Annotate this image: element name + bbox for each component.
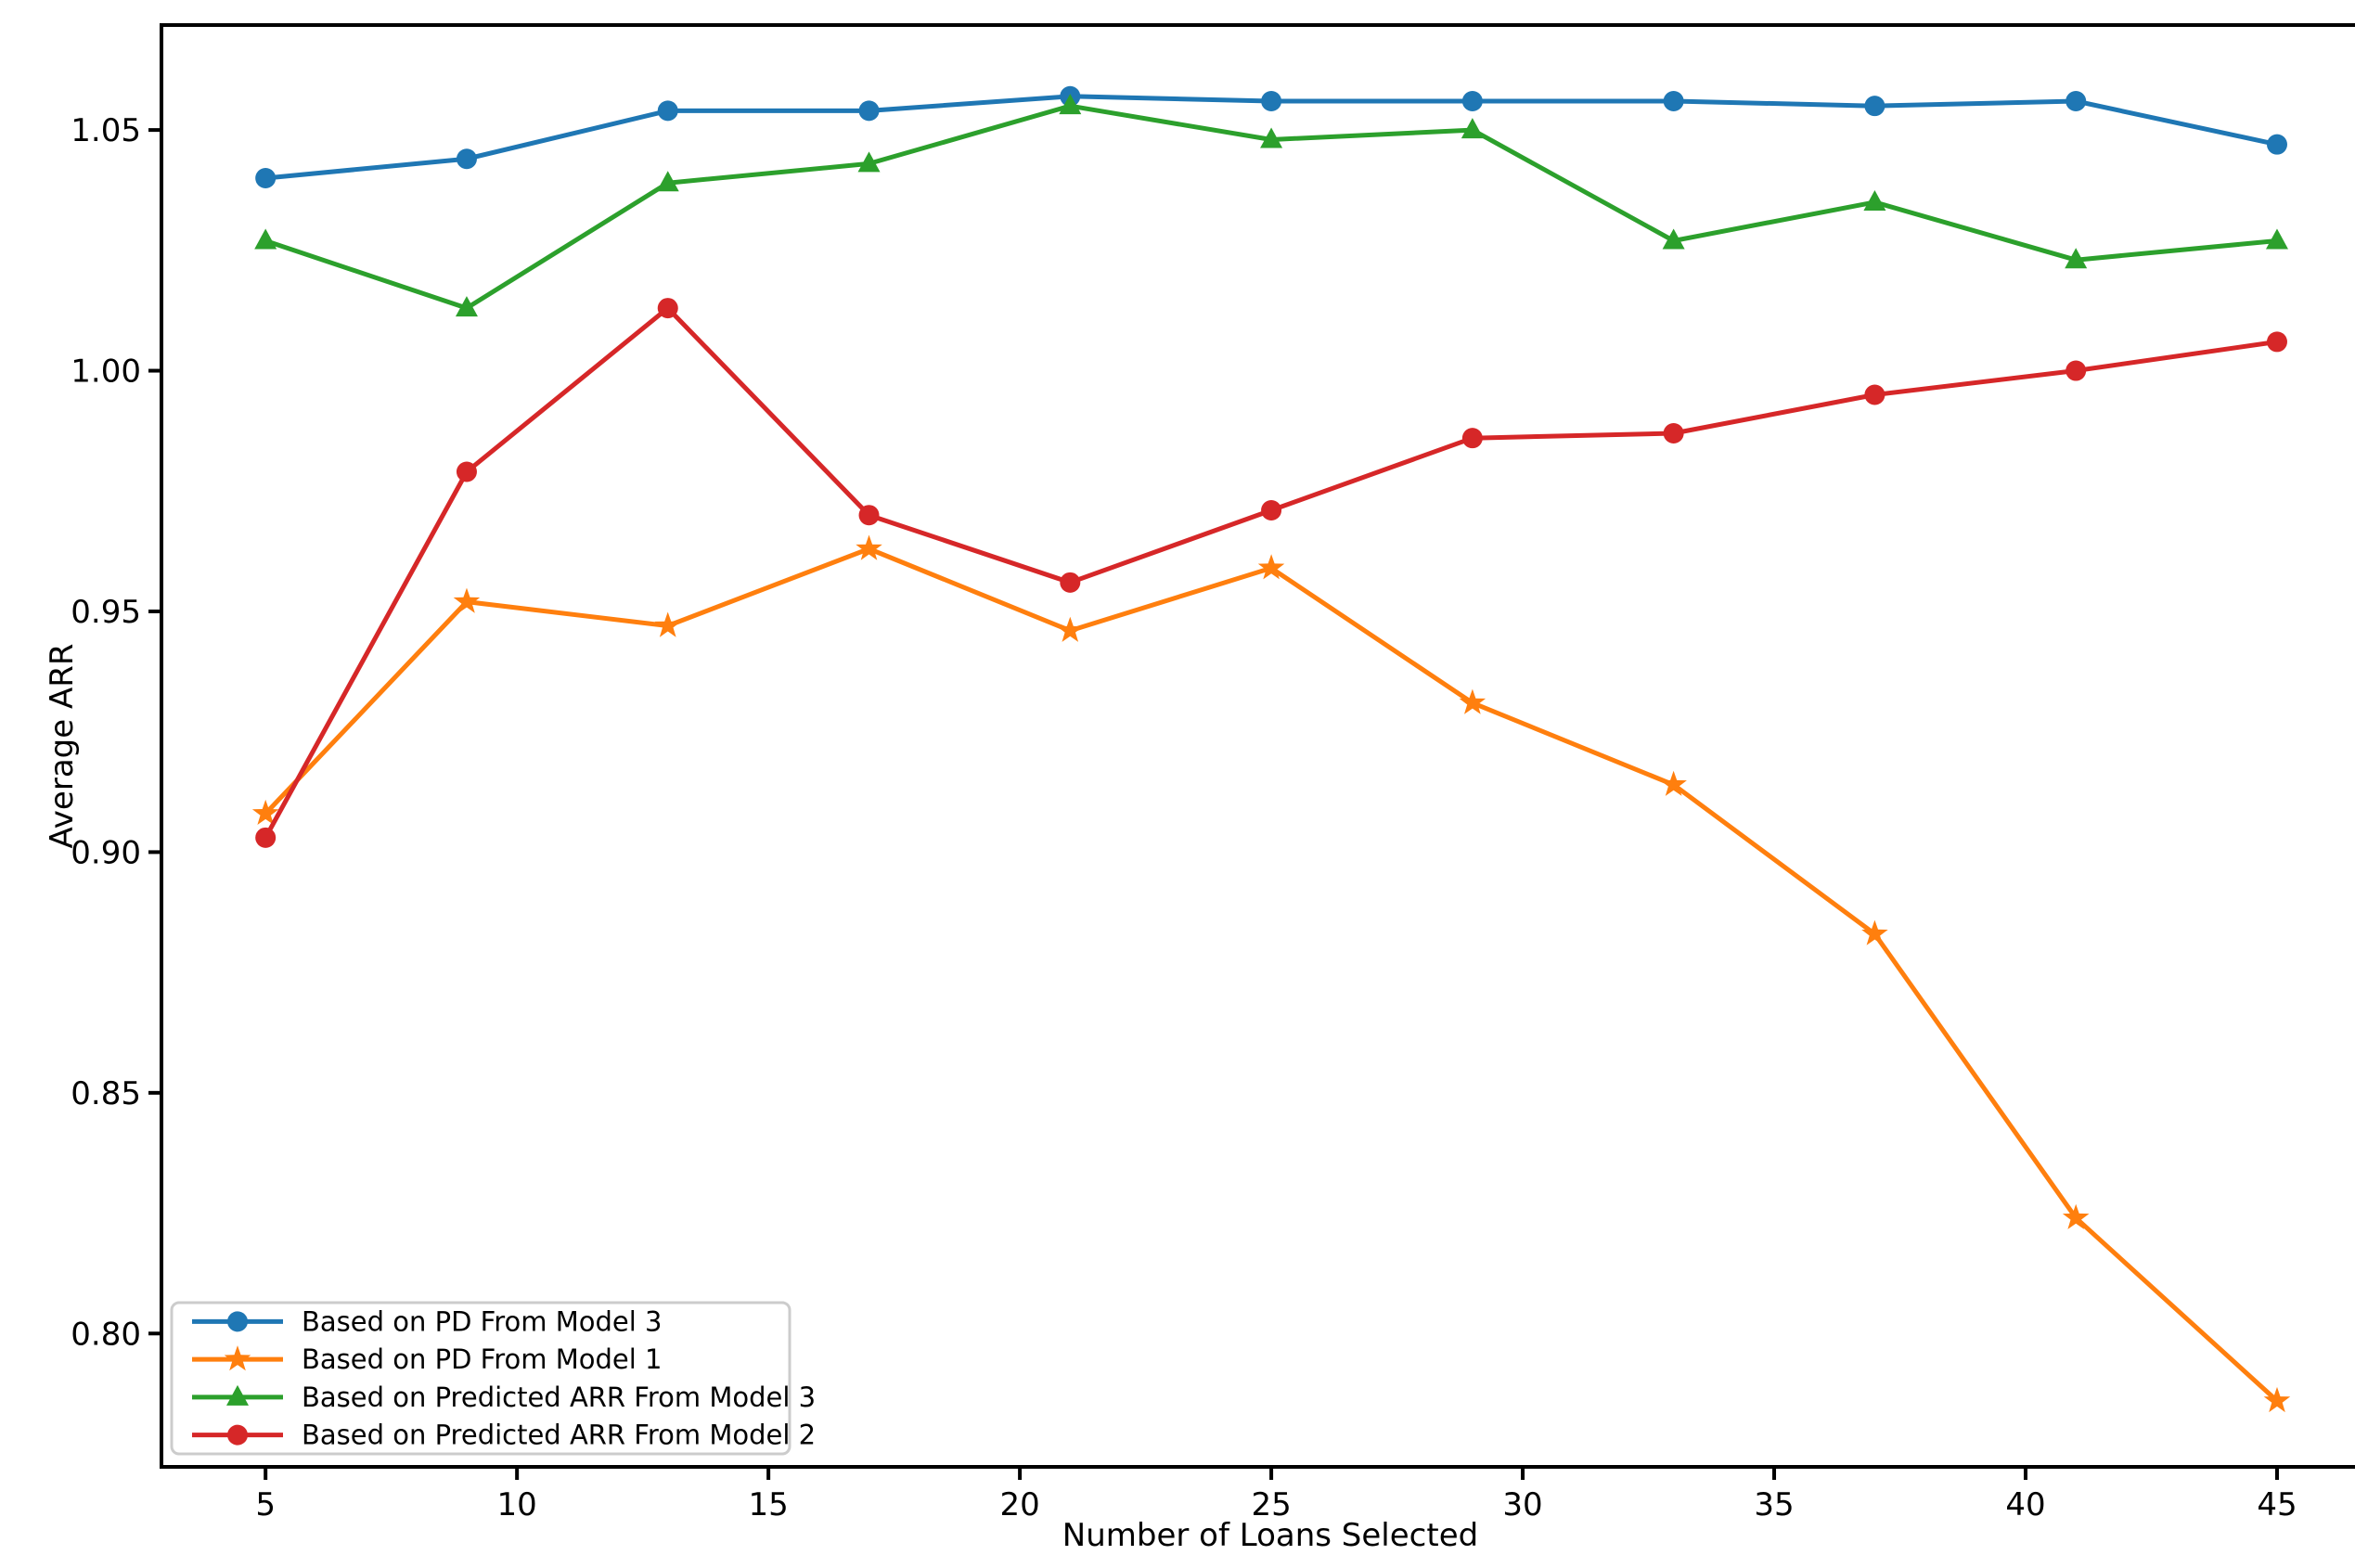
x-tick-label: 5 xyxy=(255,1486,276,1523)
y-tick-label: 0.95 xyxy=(71,594,141,631)
series-0-marker xyxy=(657,100,678,122)
series-2-marker xyxy=(1662,228,1685,250)
legend-entry-label: Based on Predicted ARR From Model 3 xyxy=(302,1382,816,1413)
series-2-marker xyxy=(455,296,478,317)
series-2-marker xyxy=(857,151,881,173)
series-1-marker xyxy=(251,799,279,825)
series-2-marker xyxy=(254,228,277,250)
legend-triangle-icon xyxy=(226,1384,249,1406)
series-2-marker xyxy=(656,171,679,192)
legend-entry-label: Based on PD From Model 3 xyxy=(302,1305,662,1337)
series-3-marker xyxy=(255,827,277,848)
series-1-marker xyxy=(2263,1386,2291,1413)
series-3-marker xyxy=(1060,572,1081,593)
series-2-marker xyxy=(1863,189,1886,211)
x-tick-label: 20 xyxy=(999,1486,1039,1523)
series-1-marker xyxy=(2062,1203,2090,1229)
x-tick-label: 45 xyxy=(2257,1486,2297,1523)
series-2-marker xyxy=(2265,228,2288,250)
series-0-marker xyxy=(1261,90,1282,111)
x-tick-label: 30 xyxy=(1502,1486,1542,1523)
series-2-marker xyxy=(1461,118,1484,139)
y-tick-label: 1.00 xyxy=(71,353,141,391)
y-tick-label: 0.80 xyxy=(71,1316,141,1353)
x-tick-label: 25 xyxy=(1251,1486,1291,1523)
series-3-marker xyxy=(657,298,678,319)
x-axis-label: Number of Loans Selected xyxy=(1062,1517,1478,1553)
series-1-marker xyxy=(654,611,681,637)
series-1-marker xyxy=(453,587,481,613)
series-0-marker xyxy=(1663,90,1684,111)
x-tick-label: 40 xyxy=(2005,1486,2045,1523)
x-tick-label: 10 xyxy=(497,1486,537,1523)
series-3-marker xyxy=(456,461,477,482)
legend-star-icon xyxy=(224,1345,251,1371)
series-3-marker xyxy=(1261,500,1282,521)
series-1-marker xyxy=(856,534,882,560)
y-tick-label: 0.90 xyxy=(71,834,141,871)
line-chart-figure: 5 10 15 20 25 30 35 40 45 0.80 0.85 0.90 0.95 1.00 1.0… xyxy=(37,15,2355,1553)
series-2-marker xyxy=(1059,94,1082,115)
series-1-marker xyxy=(1257,554,1285,580)
series-3-marker xyxy=(1864,384,1885,405)
series-0-marker xyxy=(2266,134,2287,155)
series-1-marker xyxy=(1660,770,1687,796)
series-3-marker xyxy=(2266,331,2287,353)
legend-circle-icon xyxy=(227,1424,248,1446)
figure-background xyxy=(37,15,2355,1553)
series-3-marker xyxy=(1663,422,1684,443)
series-3-marker xyxy=(1461,428,1483,449)
series-2-marker xyxy=(1260,127,1283,148)
y-axis-label: Average ARR xyxy=(44,644,81,849)
series-0-marker xyxy=(1864,96,1885,117)
series-0-marker xyxy=(858,100,880,122)
series-1-marker xyxy=(1459,688,1486,714)
series-1-marker xyxy=(1057,616,1084,642)
legend-circle-icon xyxy=(227,1311,248,1332)
legend-entry-label: Based on Predicted ARR From Model 2 xyxy=(302,1420,816,1451)
x-tick-label: 35 xyxy=(1754,1486,1794,1523)
series-3-marker xyxy=(858,505,880,526)
series-0-marker xyxy=(456,148,477,170)
series-0-marker xyxy=(255,167,277,188)
y-tick-label: 0.85 xyxy=(71,1075,141,1112)
series-0-marker xyxy=(1461,90,1483,111)
y-tick-label: 1.05 xyxy=(71,112,141,149)
series-0-marker xyxy=(2065,90,2087,111)
series-3-marker xyxy=(2065,360,2087,381)
series-1-marker xyxy=(1861,919,1888,945)
x-tick-label: 15 xyxy=(749,1486,789,1523)
chart-canvas: 5 10 15 20 25 30 35 40 45 0.80 0.85 0.90 0.95 1.00 1.0… xyxy=(37,15,2355,1553)
legend-box xyxy=(170,1301,791,1456)
legend-entry-label: Based on PD From Model 1 xyxy=(302,1343,662,1375)
series-2-marker xyxy=(2065,248,2088,269)
